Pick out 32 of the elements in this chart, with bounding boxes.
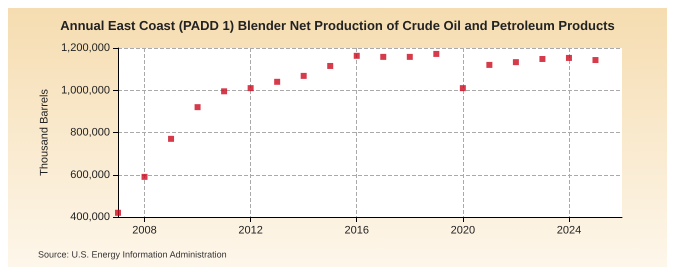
point bbox=[300, 72, 307, 79]
point bbox=[592, 57, 598, 64]
point bbox=[274, 78, 280, 85]
point bbox=[380, 54, 386, 60]
y-tick-label: 1,200,000 bbox=[61, 42, 110, 54]
point bbox=[539, 56, 546, 62]
point bbox=[327, 62, 334, 69]
y-tick-label: 800,000 bbox=[70, 126, 110, 138]
x-tick-label: 2020 bbox=[450, 224, 476, 236]
y-tick-label: 1,000,000 bbox=[61, 84, 110, 96]
x-tick-label: 2024 bbox=[556, 224, 582, 236]
point bbox=[248, 85, 254, 92]
x-tick-label: 2016 bbox=[344, 224, 369, 236]
point bbox=[512, 59, 519, 66]
x-tick-label: 2012 bbox=[238, 224, 263, 236]
point bbox=[354, 52, 360, 59]
chart-title: Annual East Coast (PADD 1) Blender Net Production of Crude Oil and Petroleum Products bbox=[60, 18, 615, 33]
y-axis-title: Thousand Barrels bbox=[38, 88, 51, 176]
point bbox=[221, 88, 228, 94]
point bbox=[194, 104, 201, 110]
y-tick-label: 400,000 bbox=[70, 211, 110, 223]
y-tick-label: 600,000 bbox=[70, 168, 110, 181]
point bbox=[460, 85, 466, 92]
point bbox=[406, 54, 413, 60]
point bbox=[142, 174, 148, 180]
point bbox=[168, 136, 174, 142]
point bbox=[566, 54, 572, 61]
point bbox=[115, 210, 121, 216]
x-tick-label: 2008 bbox=[132, 224, 157, 236]
point bbox=[486, 62, 492, 68]
source-note: Source: U.S. Energy Information Administration bbox=[38, 250, 227, 260]
point bbox=[433, 50, 440, 57]
